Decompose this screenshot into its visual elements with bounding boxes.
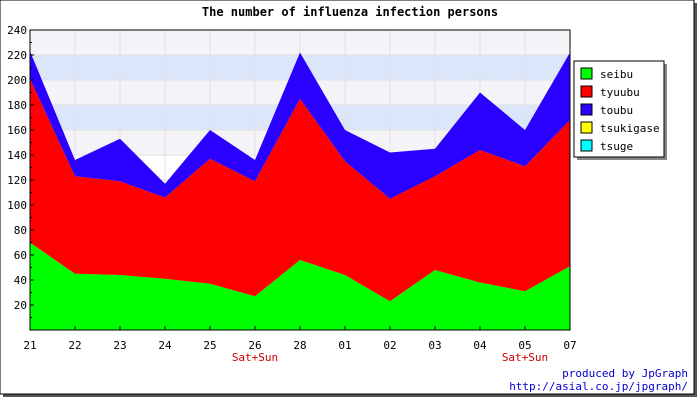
x-tick-label: 24 bbox=[158, 339, 172, 352]
y-tick-label: 140 bbox=[7, 149, 27, 162]
y-tick-label: 220 bbox=[7, 49, 27, 62]
x-tick-label: 03 bbox=[428, 339, 441, 352]
legend: seibu tyuubu toubu tsukigase tsuge bbox=[573, 60, 667, 160]
legend-swatch-tyuubu bbox=[580, 85, 593, 98]
y-tick-label: 80 bbox=[14, 224, 27, 237]
legend-label-tyuubu: tyuubu bbox=[600, 86, 640, 99]
x-tick-label: 01 bbox=[338, 339, 351, 352]
chart-title: The number of influenza infection person… bbox=[202, 5, 498, 19]
x-tick-label: 04 bbox=[473, 339, 487, 352]
x-weekend-label: Sat+Sun bbox=[502, 351, 548, 364]
y-tick-label: 160 bbox=[7, 124, 27, 137]
x-tick-label: 28 bbox=[293, 339, 306, 352]
legend-swatch-tsukigase bbox=[580, 121, 593, 134]
y-tick-label: 120 bbox=[7, 174, 27, 187]
plot-areas bbox=[30, 51, 570, 330]
footer-produced: produced by JpGraph bbox=[562, 367, 688, 380]
legend-label-tsukigase: tsukigase bbox=[600, 122, 660, 135]
y-tick-label: 20 bbox=[14, 299, 27, 312]
legend-label-toubu: toubu bbox=[600, 104, 633, 117]
y-axis: 20 40 60 80 100 120 140 160 180 200 220 240 bbox=[7, 24, 34, 318]
y-tick-label: 240 bbox=[7, 24, 27, 37]
legend-label-tsuge: tsuge bbox=[600, 140, 633, 153]
y-tick-label: 100 bbox=[7, 199, 27, 212]
y-tick-label: 180 bbox=[7, 99, 27, 112]
area-series-seibu bbox=[30, 242, 570, 330]
x-tick-label: 22 bbox=[68, 339, 81, 352]
y-tick-label: 60 bbox=[14, 249, 27, 262]
x-tick-label: 23 bbox=[113, 339, 126, 352]
legend-swatch-seibu bbox=[580, 67, 593, 80]
x-tick-label: 21 bbox=[23, 339, 36, 352]
legend-swatch-toubu bbox=[580, 103, 593, 116]
legend-label-seibu: seibu bbox=[600, 68, 633, 81]
x-tick-label: 05 bbox=[518, 339, 531, 352]
legend-swatch-tsuge bbox=[580, 139, 593, 152]
area-series-tyuubu bbox=[30, 78, 570, 302]
x-tick-label: 26 bbox=[248, 339, 261, 352]
y-tick-label: 40 bbox=[14, 274, 27, 287]
y-tick-label: 200 bbox=[7, 74, 27, 87]
footer-url[interactable]: http://asial.co.jp/jpgraph/ bbox=[509, 380, 688, 393]
x-tick-label: 07 bbox=[563, 339, 576, 352]
area-series-toubu bbox=[30, 51, 570, 199]
x-weekend-label: Sat+Sun bbox=[232, 351, 278, 364]
x-tick-label: 02 bbox=[383, 339, 396, 352]
x-tick-label: 25 bbox=[203, 339, 216, 352]
